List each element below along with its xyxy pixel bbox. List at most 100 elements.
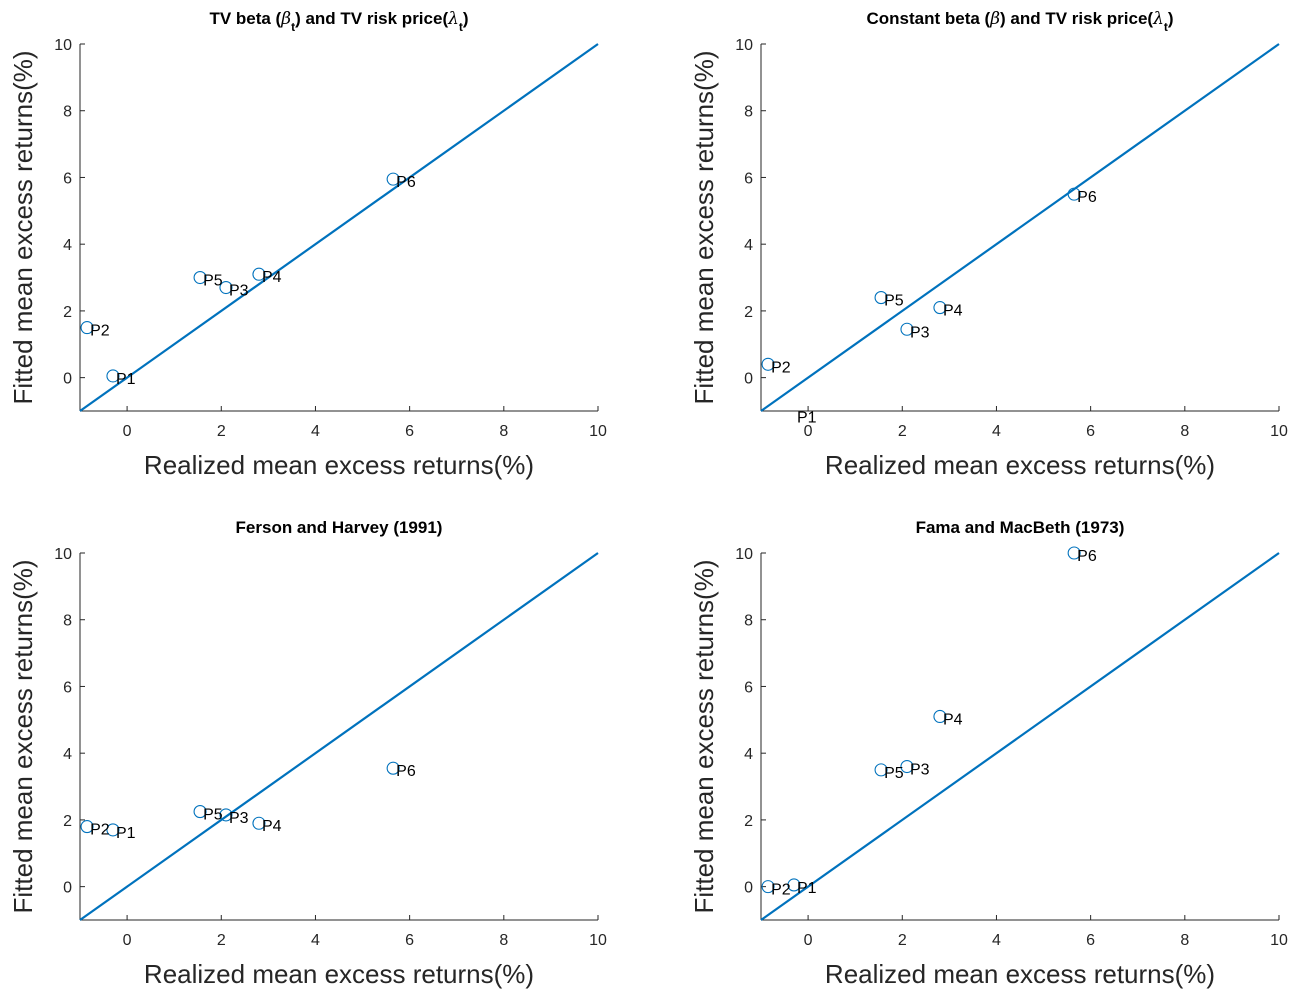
y-tick-label: 2 xyxy=(744,304,753,321)
data-point-p3 xyxy=(219,281,233,295)
x-tick-label: 6 xyxy=(405,423,414,440)
y-tick-label: 10 xyxy=(54,37,72,54)
point-label-p3: P3 xyxy=(910,762,930,779)
y-axis-label: Fitted mean excess returns(%) xyxy=(689,559,719,913)
data-point-p4 xyxy=(933,709,947,724)
y-tick-label: 2 xyxy=(63,304,72,321)
x-tick-label: 4 xyxy=(311,423,320,440)
point-label-p3: P3 xyxy=(910,324,930,341)
data-point-p5 xyxy=(193,270,207,285)
reference-line xyxy=(760,552,1280,921)
y-tick-label: 4 xyxy=(63,746,72,763)
x-axis-label: Realized mean excess returns(%) xyxy=(825,450,1215,480)
data-point-p2 xyxy=(761,357,775,371)
point-label-p2: P2 xyxy=(90,323,110,340)
x-tick-label: 8 xyxy=(1180,932,1189,949)
chart-title: Fama and MacBeth (1973) xyxy=(916,518,1125,537)
x-tick-label: 10 xyxy=(1270,423,1288,440)
data-point-p3 xyxy=(900,322,914,336)
chart-panel-3: 0 2 4 6 8 10 0 2 4 6 8 10 P1 P2 P3 P4 P5 P6 Ferson and Har… xyxy=(8,518,607,989)
point-label-p5: P5 xyxy=(884,293,904,310)
data-point-p5 xyxy=(874,291,888,305)
x-tick-label: 6 xyxy=(1086,932,1095,949)
y-tick-label: 8 xyxy=(744,104,753,121)
x-tick-label: 8 xyxy=(499,423,508,440)
data-point-p1 xyxy=(106,369,120,383)
x-tick-label: 0 xyxy=(804,423,813,440)
data-point-p2 xyxy=(80,321,94,335)
x-tick-label: 0 xyxy=(804,932,813,949)
point-label-p1: P1 xyxy=(797,409,817,426)
point-label-p1: P1 xyxy=(797,880,817,897)
y-axis-label: Fitted mean excess returns(%) xyxy=(689,50,719,404)
x-tick-label: 8 xyxy=(499,932,508,949)
x-axis-label: Realized mean excess returns(%) xyxy=(144,959,534,989)
x-axis-label: Realized mean excess returns(%) xyxy=(825,959,1215,989)
y-tick-label: 10 xyxy=(735,546,753,563)
point-label-p2: P2 xyxy=(771,359,791,376)
y-tick-label: 8 xyxy=(63,104,72,121)
y-tick-label: 0 xyxy=(63,371,72,388)
y-tick-label: 4 xyxy=(744,746,753,763)
chart-title: Constant beta (β) and TV risk price(λt) xyxy=(866,9,1173,34)
point-label-p4: P4 xyxy=(262,818,282,835)
chart-title: Ferson and Harvey (1991) xyxy=(236,518,443,537)
point-label-p5: P5 xyxy=(203,807,223,824)
data-point-p4 xyxy=(933,301,947,315)
point-label-p1: P1 xyxy=(116,371,136,388)
y-tick-label: 6 xyxy=(744,679,753,696)
data-point-p1 xyxy=(787,878,801,892)
x-tick-label: 0 xyxy=(123,423,132,440)
chart-panel-4: 0 2 4 6 8 10 0 2 4 6 8 10 P1 P2 P3 P4 P5 P6 Fama and MacBe… xyxy=(689,518,1288,989)
x-tick-label: 4 xyxy=(992,423,1001,440)
y-tick-label: 6 xyxy=(63,170,72,187)
chart-panel-2: 0 2 4 6 8 10 0 2 4 6 8 10 P1 P2 P3 P4 P5 P6 Constant beta … xyxy=(689,9,1288,480)
point-label-p2: P2 xyxy=(90,822,110,839)
reference-line xyxy=(760,43,1280,412)
x-axis-label: Realized mean excess returns(%) xyxy=(144,450,534,480)
x-tick-label: 8 xyxy=(1180,423,1189,440)
x-tick-label: 6 xyxy=(1086,423,1095,440)
x-tick-label: 0 xyxy=(123,932,132,949)
data-point-p6 xyxy=(1067,187,1081,201)
point-label-p5: P5 xyxy=(203,273,223,290)
x-tick-label: 2 xyxy=(898,932,907,949)
x-tick-label: 4 xyxy=(992,932,1001,949)
y-tick-label: 0 xyxy=(744,880,753,897)
data-point-p3 xyxy=(219,808,233,822)
data-point-p6 xyxy=(386,172,400,186)
x-tick-label: 4 xyxy=(311,932,320,949)
y-tick-label: 8 xyxy=(63,613,72,630)
data-point-p6 xyxy=(1067,546,1081,560)
point-label-p6: P6 xyxy=(396,174,416,191)
y-tick-label: 4 xyxy=(744,237,753,254)
reference-line xyxy=(79,43,599,412)
point-label-p5: P5 xyxy=(884,765,904,782)
x-tick-label: 2 xyxy=(217,932,226,949)
point-label-p1: P1 xyxy=(116,825,136,842)
y-tick-label: 0 xyxy=(744,371,753,388)
data-point-p3 xyxy=(900,759,914,774)
chart-title: TV beta (βt) and TV risk price(λt) xyxy=(209,9,468,34)
point-label-p6: P6 xyxy=(1077,189,1097,206)
data-point-p1 xyxy=(106,823,120,837)
data-point-p2 xyxy=(761,880,775,894)
x-tick-label: 6 xyxy=(405,932,414,949)
data-point-p4 xyxy=(252,816,266,830)
point-label-p4: P4 xyxy=(943,303,963,320)
y-axis-label: Fitted mean excess returns(%) xyxy=(8,559,38,913)
data-point-p5 xyxy=(874,763,888,777)
y-tick-label: 10 xyxy=(54,546,72,563)
x-tick-label: 10 xyxy=(589,932,607,949)
point-label-p6: P6 xyxy=(396,763,416,780)
point-label-p4: P4 xyxy=(943,711,963,728)
point-label-p3: P3 xyxy=(229,810,249,827)
point-label-p2: P2 xyxy=(771,882,791,899)
x-tick-label: 2 xyxy=(898,423,907,440)
y-axis-label: Fitted mean excess returns(%) xyxy=(8,50,38,404)
y-tick-label: 2 xyxy=(63,813,72,830)
data-point-p5 xyxy=(193,805,207,819)
reference-line xyxy=(79,552,599,921)
data-point-p2 xyxy=(80,820,94,834)
